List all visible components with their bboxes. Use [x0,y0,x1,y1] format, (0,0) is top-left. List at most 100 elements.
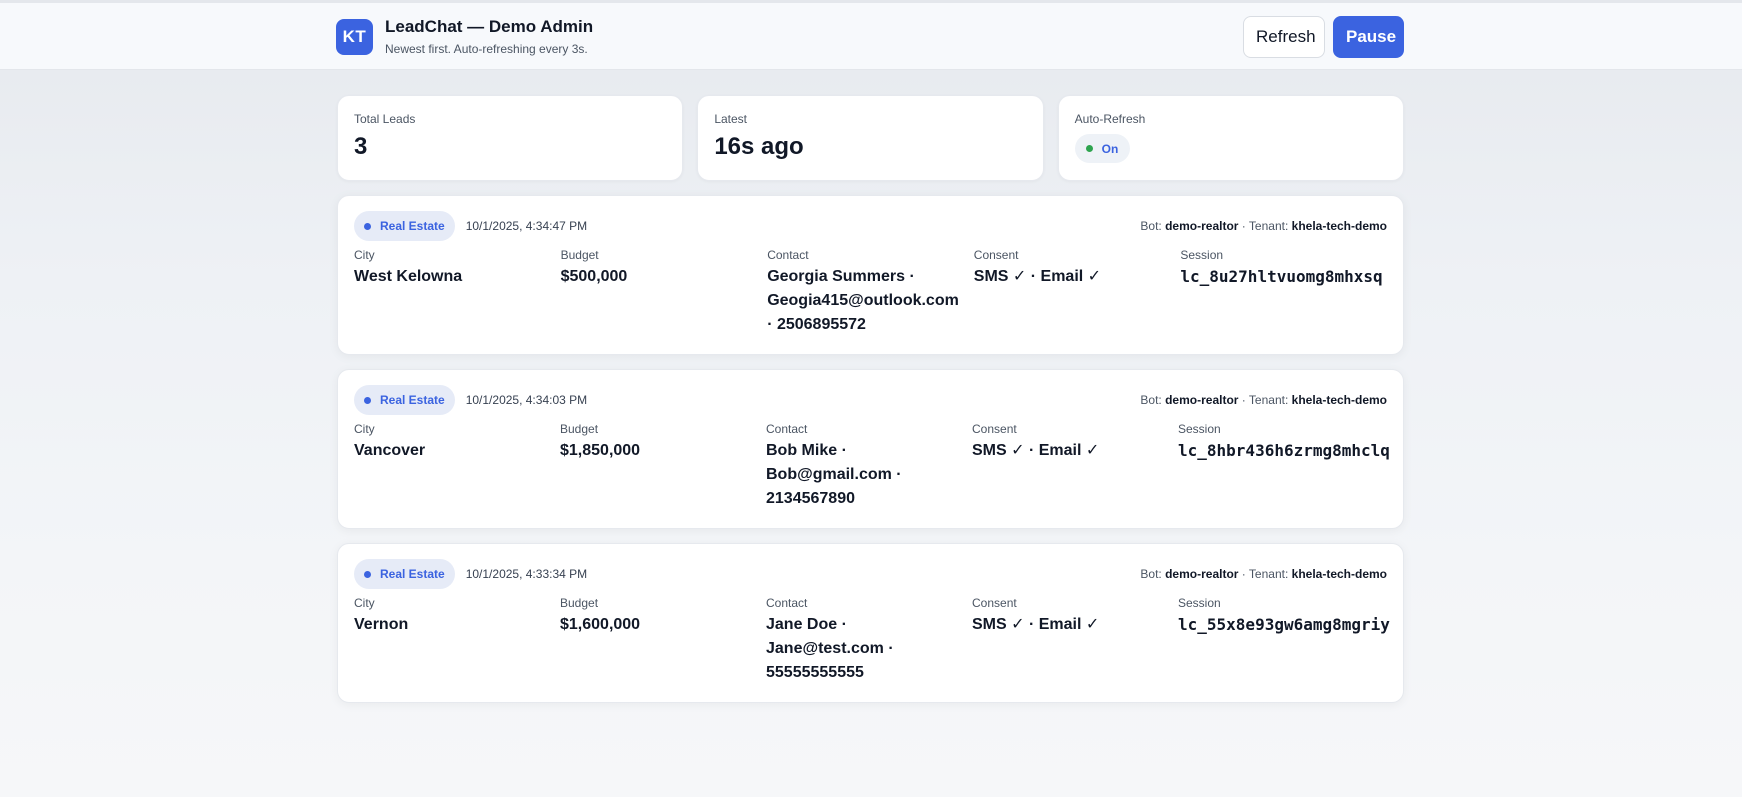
field-label: City [354,596,375,610]
tag-dot-icon [364,570,371,578]
header-inner: KT LeadChat — Demo Admin Newest first. A… [336,3,1404,70]
field-label: Consent [972,422,1017,436]
meta-separator: · [1241,219,1246,233]
lead-header: Real Estate 10/1/2025, 4:34:03 PM Bot: d… [354,385,1387,415]
field-label: Budget [560,596,599,610]
field-budget: Budget $500,000 [561,248,768,337]
tenant-label: Tenant: [1248,567,1289,581]
field-budget: Budget $1,600,000 [560,596,766,685]
status-dot-icon [1085,145,1093,152]
lead-card: Real Estate 10/1/2025, 4:34:03 PM Bot: d… [337,369,1404,529]
field-session: Session lc_8hbr436h6zrmg8mhclq [1178,422,1390,511]
field-contact: Contact Jane Doe · Jane@test.com · 55555… [766,596,972,685]
stat-card-auto-refresh: Auto-Refresh On [1057,95,1404,181]
stat-value: 3 [354,133,368,160]
tenant-value: khela-tech-demo [1291,393,1387,407]
lead-card: Real Estate 10/1/2025, 4:33:34 PM Bot: d… [337,543,1404,703]
stat-card-latest: Latest 16s ago [697,95,1044,181]
meta-separator: · [1241,393,1246,407]
field-label: Budget [560,422,599,436]
status-badge: On [1074,134,1131,163]
bot-label: Bot: [1140,219,1162,233]
tag-dot-icon [364,222,371,230]
lead-card: Real Estate 10/1/2025, 4:34:47 PM Bot: d… [337,195,1404,355]
field-label: Consent [973,248,1019,262]
field-city: City Vancover [354,422,560,511]
field-label: Session [1180,248,1224,262]
lead-timestamp: 10/1/2025, 4:33:34 PM [465,567,588,581]
page-title: LeadChat — Demo Admin [385,17,594,36]
category-tag-label: Real Estate [380,567,445,581]
field-label: City [354,422,375,436]
stat-label: Auto-Refresh [1074,112,1146,126]
field-value: SMS ✓ · Email ✓ [973,268,1102,285]
lead-list: Real Estate 10/1/2025, 4:34:47 PM Bot: d… [337,195,1404,703]
field-value: SMS ✓ · Email ✓ [972,442,1100,459]
tenant-label: Tenant: [1248,219,1289,233]
app-header: KT LeadChat — Demo Admin Newest first. A… [0,3,1742,70]
field-consent: Consent SMS ✓ · Email ✓ [972,422,1178,511]
field-label: Session [1178,422,1221,436]
status-badge-label: On [1101,141,1119,156]
field-value: Jane Doe · Jane@test.com · 55555555555 [766,616,894,681]
lead-meta: Bot: demo-realtor · Tenant: khela-tech-d… [1140,219,1387,233]
bot-value: demo-realtor [1165,219,1239,233]
lead-fields: City West Kelowna Budget $500,000 Contac… [354,248,1387,337]
brand-text: LeadChat — Demo Admin Newest first. Auto… [385,17,593,56]
lead-timestamp: 10/1/2025, 4:34:03 PM [465,393,588,407]
category-tag: Real Estate [354,385,455,415]
field-label: Budget [560,248,599,262]
bot-value: demo-realtor [1165,567,1239,581]
refresh-button[interactable]: Refresh [1243,15,1325,58]
session-id: lc_55x8e93gw6amg8mgriy [1178,615,1390,634]
field-contact: Contact Bob Mike · Bob@gmail.com · 21345… [766,422,972,511]
stat-value: 16s ago [714,133,804,160]
page-subtitle: Newest first. Auto-refreshing every 3s. [385,42,588,56]
field-contact: Contact Georgia Summers · Geogia415@outl… [767,248,974,337]
main-content: Total Leads 3 Latest 16s ago Auto-Refres… [337,95,1404,703]
lead-meta: Bot: demo-realtor · Tenant: khela-tech-d… [1140,393,1387,407]
field-value: Bob Mike · Bob@gmail.com · 2134567890 [766,442,902,507]
bot-value: demo-realtor [1165,393,1239,407]
category-tag: Real Estate [354,211,455,241]
field-label: Consent [972,596,1017,610]
header-actions: Refresh Pause [1243,15,1404,58]
tenant-label: Tenant: [1248,393,1289,407]
field-city: City West Kelowna [354,248,561,337]
stat-card-total-leads: Total Leads 3 [337,95,684,181]
logo-avatar: KT [336,18,373,55]
field-label: City [354,248,375,262]
stat-label: Total Leads [354,112,416,126]
lead-header: Real Estate 10/1/2025, 4:33:34 PM Bot: d… [354,559,1387,589]
field-label: Contact [767,248,809,262]
bot-label: Bot: [1140,567,1162,581]
field-label: Contact [766,596,808,610]
lead-header: Real Estate 10/1/2025, 4:34:47 PM Bot: d… [354,211,1387,241]
meta-separator: · [1241,567,1246,581]
field-label: Contact [766,422,808,436]
lead-meta: Bot: demo-realtor · Tenant: khela-tech-d… [1140,567,1387,581]
field-consent: Consent SMS ✓ · Email ✓ [974,248,1181,337]
pause-button[interactable]: Pause [1333,15,1404,58]
category-tag-label: Real Estate [380,219,445,233]
field-value: $1,850,000 [560,442,641,459]
session-id: lc_8hbr436h6zrmg8mhclq [1178,441,1390,460]
field-value: $1,600,000 [560,616,641,633]
field-value: Vernon [354,616,409,633]
lead-fields: City Vancover Budget $1,850,000 Contact … [354,422,1390,511]
field-city: City Vernon [354,596,560,685]
field-value: Georgia Summers · Geogia415@outlook.com … [767,268,959,333]
field-budget: Budget $1,850,000 [560,422,766,511]
field-value: Vancover [354,442,426,459]
stats-row: Total Leads 3 Latest 16s ago Auto-Refres… [337,95,1404,181]
field-session: Session lc_55x8e93gw6amg8mgriy [1178,596,1390,685]
lead-timestamp: 10/1/2025, 4:34:47 PM [465,219,588,233]
field-consent: Consent SMS ✓ · Email ✓ [972,596,1178,685]
bot-label: Bot: [1140,393,1162,407]
lead-fields: City Vernon Budget $1,600,000 Contact Ja… [354,596,1390,685]
stat-label: Latest [714,112,748,126]
tag-dot-icon [364,396,371,404]
field-value: $500,000 [560,268,628,285]
category-tag: Real Estate [354,559,455,589]
field-value: SMS ✓ · Email ✓ [972,616,1100,633]
